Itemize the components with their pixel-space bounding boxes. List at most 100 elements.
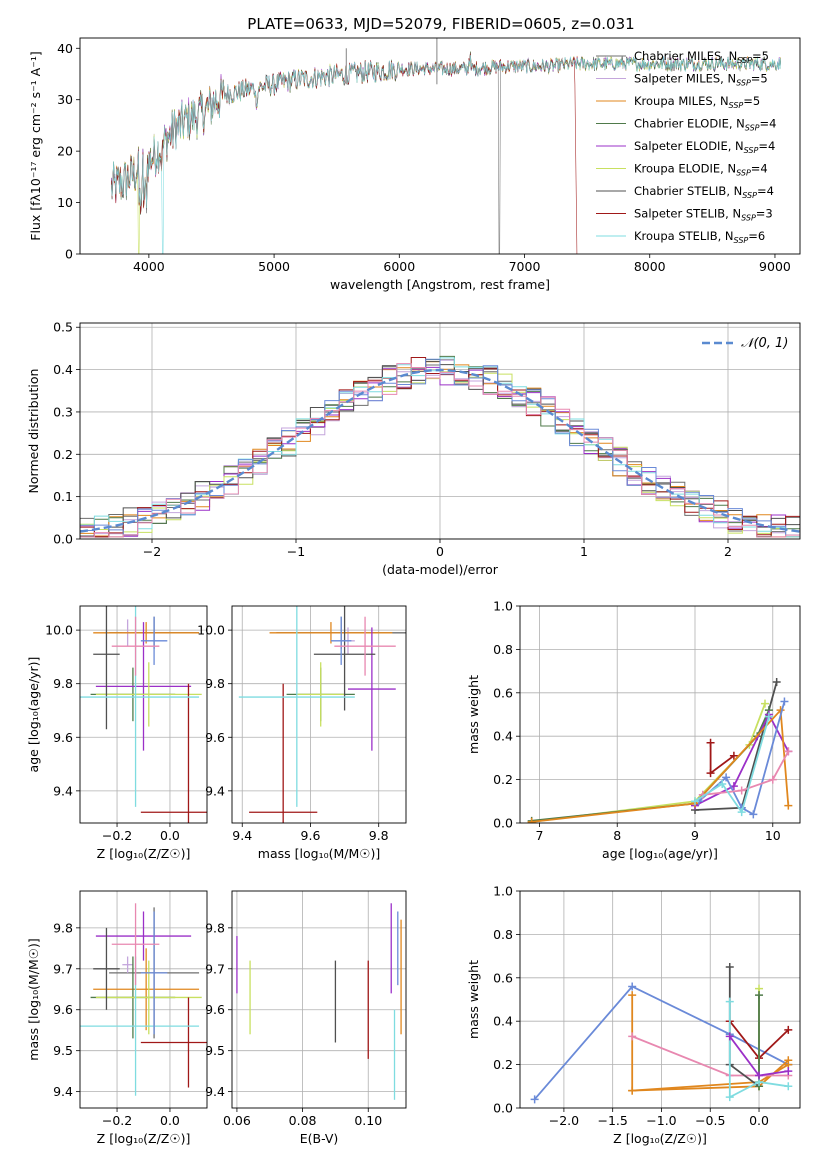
x-tick-label: 10 (765, 828, 781, 843)
weight-marker (628, 1086, 637, 1095)
y-tick-label: 9.7 (205, 961, 225, 976)
legend-entry: Kroupa STELIB, NSSP=6 (634, 229, 765, 245)
y-tick-label: 10.0 (45, 623, 73, 638)
y-tick-label: 0.2 (493, 1057, 513, 1072)
x-axis-label: E(B-V) (300, 1131, 339, 1146)
x-axis-label: Z [log₁₀(Z/Z☉)] (97, 1131, 191, 1146)
x-tick-label: −2 (143, 544, 161, 559)
plots: 4000 5000 6000 7000 8000 9000010203040wavelen… (26, 37, 801, 1146)
y-tick-label: 20 (57, 144, 73, 159)
y-tick-label: 9.8 (205, 676, 225, 691)
histogram-step (80, 363, 800, 539)
legend-entry: Kroupa ELODIE, NSSP=4 (634, 162, 768, 178)
y-tick-label: 10.0 (197, 623, 225, 638)
weight-marker (527, 817, 536, 823)
weight-marker (784, 1067, 793, 1076)
plot-area (80, 891, 207, 1108)
y-tick-label: 0.8 (493, 927, 513, 942)
x-tick-label: 7 (535, 828, 543, 843)
x-tick-label: −0.5 (695, 1113, 725, 1128)
x-tick-label: −0.2 (102, 1113, 132, 1128)
y-tick-label: 1.0 (493, 599, 513, 614)
legend-entry: Chabrier STELIB, NSSP=4 (634, 184, 774, 200)
y-axis-label: age [log₁₀(age/yr)] (26, 657, 41, 773)
axes-frame (79, 322, 801, 540)
plot-area (80, 606, 207, 823)
y-tick-label: 9.6 (53, 730, 73, 745)
y-tick-label: 1.0 (493, 884, 513, 899)
plot-area (520, 891, 800, 1108)
weight-marker (784, 1082, 793, 1091)
y-tick-label: 0.6 (493, 685, 513, 700)
x-axis-label: mass [log₁₀(M/M☉)] (258, 846, 380, 861)
y-tick-label: 40 (57, 41, 73, 56)
y-tick-label: 9.6 (53, 1002, 73, 1017)
weight-marker (628, 1032, 637, 1041)
weight-marker (725, 1032, 734, 1041)
y-tick-label: 0.1 (53, 489, 73, 504)
axes-frame (79, 37, 801, 255)
y-tick-label: 0 (65, 247, 73, 262)
x-tick-label: 8000 (634, 259, 666, 274)
y-tick-label: 30 (57, 92, 73, 107)
weight-marker (706, 738, 715, 747)
x-tick-label: 9.8 (369, 828, 389, 843)
x-tick-label: 0.0 (160, 828, 180, 843)
weight-marker (725, 962, 734, 971)
x-tick-label: 0.0 (160, 1113, 180, 1128)
weight-marker (737, 808, 746, 817)
x-axis-label: (data-model)/error (382, 562, 499, 577)
spectrum-line (111, 53, 578, 254)
weight-marker (761, 699, 769, 708)
plot-area (111, 38, 781, 254)
x-tick-label: 9.4 (232, 828, 252, 843)
y-tick-label: 9.4 (53, 783, 73, 798)
x-tick-label: 8 (613, 828, 621, 843)
x-tick-label: 9 (691, 828, 699, 843)
weight-marker (722, 773, 731, 782)
weight-marker (784, 1025, 793, 1034)
legend-entry: Salpeter MILES, NSSP=5 (634, 72, 768, 88)
y-tick-label: 10 (57, 195, 73, 210)
weight-marker (780, 697, 789, 706)
weight-line (694, 712, 790, 807)
y-tick-label: 9.8 (205, 920, 225, 935)
y-tick-label: 9.8 (53, 676, 73, 691)
y-tick-label: 9.6 (205, 1002, 225, 1017)
x-tick-label: −1.0 (646, 1113, 676, 1128)
weight-line (531, 703, 766, 823)
axes-frame (79, 890, 208, 1109)
plot-area (232, 891, 406, 1108)
weight-marker (725, 997, 734, 1006)
x-axis-label: Z [log₁₀(Z/Z☉)] (97, 846, 191, 861)
x-tick-label: 9.6 (301, 828, 321, 843)
x-tick-label: −0.2 (102, 828, 132, 843)
weight-marker (768, 775, 777, 784)
panel-age_vs_Z: −0.2 0.0 9.4 9.6 9.8 10.0 Z [log₁₀(Z/Z☉)] age [… (26, 605, 208, 861)
panel-spectrum: 4000 5000 6000 7000 8000 9000 0 10 20 30 40 wavelen… (28, 37, 801, 292)
y-axis-label: Flux [fλ10⁻¹⁷ erg cm⁻² s⁻¹ A⁻¹] (28, 51, 43, 240)
weight-marker (691, 797, 699, 806)
weight-marker (755, 991, 764, 1000)
weight-line (531, 709, 770, 822)
weight-line (709, 742, 735, 775)
plot-area (232, 606, 406, 823)
legend-entry: Chabrier ELODIE, NSSP=4 (634, 117, 776, 133)
x-tick-label: −1 (287, 544, 305, 559)
weight-marker (755, 1071, 764, 1080)
y-tick-label: 0.0 (53, 532, 73, 547)
panel-age_vs_mass: 9.4 9.6 9.8 9.4 9.6 9.8 10.0 mass [log₁₀(M/M☉)] (197, 605, 407, 861)
weight-marker (737, 786, 746, 795)
y-tick-label: 0.0 (493, 816, 513, 831)
y-tick-label: 0.0 (493, 1101, 513, 1116)
x-tick-label: 1 (580, 544, 588, 559)
weight-marker (628, 982, 637, 991)
weight-marker (729, 751, 738, 760)
weight-marker (725, 1093, 734, 1102)
y-axis-label: mass weight (466, 675, 481, 754)
y-tick-label: 0.4 (53, 362, 73, 377)
weight-marker (772, 677, 781, 686)
x-tick-label: −2.0 (549, 1113, 579, 1128)
y-tick-label: 0.6 (493, 970, 513, 985)
